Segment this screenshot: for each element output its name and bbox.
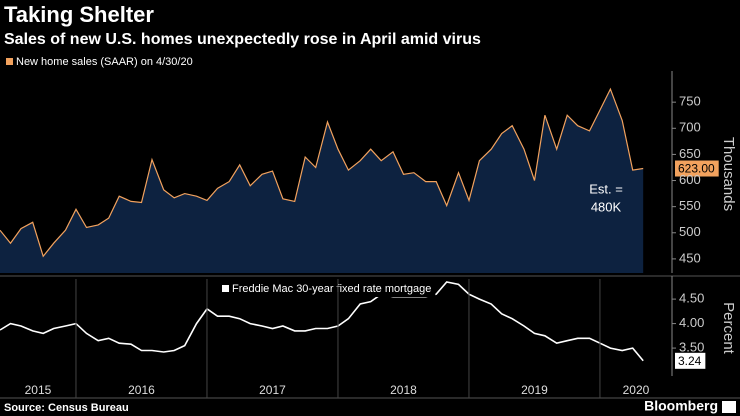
annotation: Est. = [589, 181, 623, 196]
x-tick-label: 2017 [259, 383, 286, 397]
line [0, 281, 644, 362]
y-tick-label: 750 [679, 94, 701, 109]
last-value-label: 3.24 [678, 354, 702, 368]
legend-bg [2, 54, 197, 70]
y-tick-label: 700 [679, 120, 701, 135]
last-value-box [675, 160, 719, 177]
area [0, 89, 644, 273]
brand: Bloomberg [644, 398, 718, 414]
y-axis-label: Thousands [720, 137, 737, 211]
y-tick-label: 550 [679, 198, 701, 213]
y-tick-label: 3.50 [679, 340, 704, 355]
x-tick-label: 2015 [25, 383, 52, 397]
last-value-box [675, 352, 706, 369]
y-axis-label: Percent [720, 302, 737, 355]
legend-bg [218, 281, 436, 297]
y-tick-label: 4.50 [679, 291, 704, 306]
x-tick-label: 2018 [390, 383, 417, 397]
legend-swatch [222, 285, 229, 292]
brand-icon [722, 401, 736, 413]
line [0, 87, 644, 258]
legend-label: New home sales (SAAR) on 4/30/20 [16, 56, 193, 68]
legend-swatch [6, 58, 13, 65]
annotation: 480K [591, 199, 622, 214]
x-tick-label: 2019 [521, 383, 548, 397]
source: Source: Census Bureau [4, 402, 129, 414]
y-tick-label: 500 [679, 224, 701, 239]
legend-label: Freddie Mac 30-year fixed rate mortgage [232, 283, 431, 295]
y-tick-label: 4.00 [679, 315, 704, 330]
subtitle: Sales of new U.S. homes unexpectedly ros… [4, 31, 481, 48]
title: Taking Shelter [4, 2, 154, 27]
y-tick-label: 650 [679, 146, 701, 161]
x-tick-label: 2016 [128, 383, 155, 397]
y-tick-label: 600 [679, 172, 701, 187]
last-value-label: 623.00 [678, 162, 715, 176]
y-tick-label: 450 [679, 250, 701, 265]
x-tick-label: 2020 [623, 383, 650, 397]
